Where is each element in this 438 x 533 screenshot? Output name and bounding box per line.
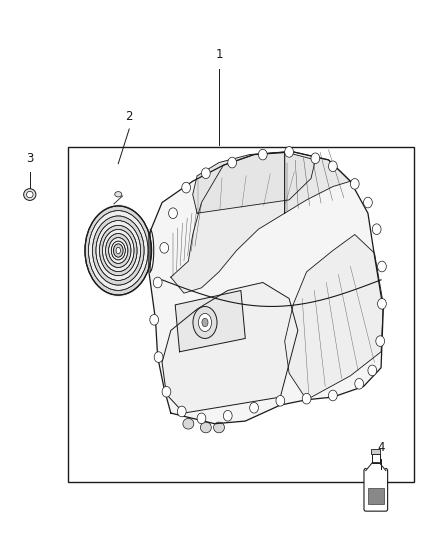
Ellipse shape	[92, 216, 144, 285]
Text: 1: 1	[215, 49, 223, 61]
Circle shape	[364, 197, 372, 208]
Ellipse shape	[102, 229, 134, 272]
Ellipse shape	[85, 206, 152, 295]
Ellipse shape	[113, 244, 123, 257]
Ellipse shape	[115, 191, 122, 197]
Circle shape	[378, 261, 386, 272]
Ellipse shape	[200, 422, 211, 433]
Ellipse shape	[193, 306, 217, 338]
Circle shape	[250, 402, 258, 413]
Circle shape	[169, 208, 177, 219]
Bar	[368, 488, 384, 504]
Circle shape	[228, 157, 237, 168]
Circle shape	[223, 410, 232, 421]
Circle shape	[376, 336, 385, 346]
Ellipse shape	[111, 241, 125, 260]
Ellipse shape	[27, 191, 33, 198]
Ellipse shape	[214, 422, 224, 433]
Ellipse shape	[183, 418, 194, 429]
Circle shape	[328, 390, 337, 401]
Text: 2: 2	[125, 110, 133, 123]
Ellipse shape	[24, 189, 36, 200]
Circle shape	[276, 395, 285, 406]
Ellipse shape	[109, 238, 128, 263]
Polygon shape	[175, 290, 245, 352]
Circle shape	[258, 149, 267, 160]
Bar	[371, 449, 380, 454]
Ellipse shape	[99, 225, 137, 276]
Ellipse shape	[102, 229, 134, 272]
Ellipse shape	[96, 221, 141, 280]
Ellipse shape	[88, 211, 148, 290]
Polygon shape	[366, 463, 386, 471]
Bar	[372, 454, 380, 463]
Circle shape	[150, 314, 159, 325]
Polygon shape	[162, 282, 298, 413]
Circle shape	[328, 161, 337, 172]
Text: 3: 3	[26, 152, 33, 165]
Circle shape	[153, 277, 162, 288]
Ellipse shape	[96, 221, 141, 280]
Ellipse shape	[99, 225, 137, 276]
Bar	[68, 147, 414, 482]
Circle shape	[162, 386, 171, 397]
Polygon shape	[171, 152, 285, 293]
Circle shape	[285, 147, 293, 157]
Circle shape	[154, 352, 163, 362]
Ellipse shape	[84, 204, 152, 297]
Ellipse shape	[198, 313, 212, 332]
Circle shape	[160, 243, 169, 253]
Ellipse shape	[202, 318, 208, 327]
Ellipse shape	[92, 216, 144, 285]
Polygon shape	[285, 235, 383, 400]
Circle shape	[197, 413, 206, 424]
Ellipse shape	[116, 247, 120, 254]
Circle shape	[182, 182, 191, 193]
FancyBboxPatch shape	[364, 469, 388, 511]
Ellipse shape	[106, 233, 131, 268]
Circle shape	[368, 365, 377, 376]
Polygon shape	[193, 152, 315, 213]
Ellipse shape	[88, 211, 148, 290]
Text: 4: 4	[377, 441, 385, 454]
Circle shape	[378, 298, 386, 309]
Ellipse shape	[109, 238, 128, 263]
Circle shape	[350, 179, 359, 189]
Circle shape	[355, 378, 364, 389]
Circle shape	[311, 153, 320, 164]
Ellipse shape	[106, 233, 131, 268]
Polygon shape	[285, 152, 350, 213]
Polygon shape	[149, 152, 383, 424]
Circle shape	[372, 224, 381, 235]
Circle shape	[177, 406, 186, 417]
Circle shape	[302, 393, 311, 404]
Circle shape	[201, 168, 210, 179]
